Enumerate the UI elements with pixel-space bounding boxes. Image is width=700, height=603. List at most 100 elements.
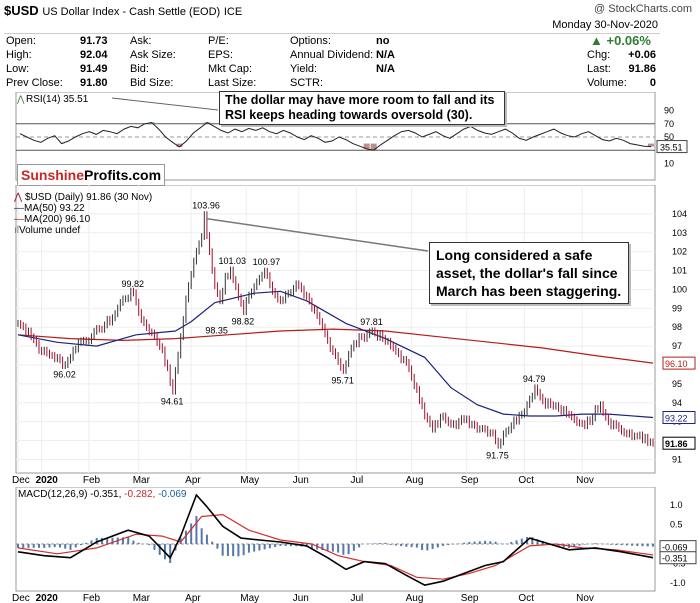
price-peak-label: 98.82: [232, 317, 255, 327]
macd-tag: [659, 551, 697, 565]
rsi-legend-icon: ⋀: [16, 94, 25, 104]
macd-histogram-bar: [531, 537, 534, 544]
macd-histogram-bar: [253, 543, 256, 552]
rsi-value-tag: [656, 140, 688, 154]
legend-ma200: —MA(200) 96.10: [14, 214, 91, 225]
price-peak-label: 101.03: [219, 256, 247, 266]
sunshine-profits-logo: SunshineProfits.com: [17, 164, 166, 186]
macd-histogram-bar: [216, 543, 219, 549]
macd-histogram-bar: [536, 539, 539, 544]
macd-histogram-bar: [158, 543, 161, 555]
quote-label: Mkt Cap:: [208, 63, 253, 75]
macd-axis-label: 1.0: [670, 500, 683, 510]
quote-label: Yield:: [290, 63, 318, 75]
price-peak-label: 94.61: [161, 396, 184, 406]
macd-histogram-bar: [578, 543, 581, 546]
macd-histogram-bar: [431, 543, 434, 549]
price-tag-text: 93.22: [665, 414, 688, 424]
macd-axis-label: -1.0: [670, 578, 686, 588]
price-line-icon: ⋀: [14, 192, 23, 203]
macd-x-axis-label: 2020: [36, 593, 59, 603]
macd-histogram-bar: [148, 543, 151, 545]
macd-x-axis-label: Mar: [133, 593, 151, 603]
macd-histogram-bar: [646, 543, 649, 547]
macd-histogram-bar: [22, 543, 25, 548]
macd-histogram-bar: [631, 543, 634, 546]
rsi-note: The dollar may have more room to fall an…: [219, 91, 505, 125]
quote-label: SCTR:: [290, 77, 323, 89]
macd-histogram-bar: [226, 543, 229, 556]
rsi-note-pointer: [111, 97, 219, 111]
macd-histogram-bar: [274, 543, 277, 548]
quote-value: 91.86: [628, 63, 656, 75]
macd-histogram-bar: [232, 543, 235, 557]
quote-label: Last Size:: [208, 77, 257, 89]
macd-axis-label: 0.5: [670, 519, 683, 529]
price-tag-text: 91.86: [665, 439, 688, 449]
macd-x-axis-label: Apr: [185, 593, 201, 603]
price-axis-label: 98: [672, 322, 682, 332]
symbol-title: $USD US Dollar Index - Cash Settle (EOD)…: [4, 3, 243, 18]
macd-panel: 1.00.5-0.5-1.0-0.069-0.351Dec2020FebMarA…: [12, 487, 697, 603]
macd-histogram-bar: [258, 543, 261, 551]
price-axis-label: 97: [672, 341, 682, 351]
macd-histogram-bar: [79, 543, 82, 546]
macd-histogram-bar: [289, 543, 292, 547]
quote-label: Ask Size:: [130, 49, 176, 61]
macd-histogram-bar: [17, 543, 19, 548]
quote-value: no: [376, 35, 390, 47]
macd-histogram-bar: [90, 540, 93, 544]
macd-x-axis-label: Nov: [576, 593, 594, 603]
quote-value: N/A: [376, 63, 395, 75]
macd-histogram-bar: [153, 543, 156, 550]
macd-histogram-bar: [515, 540, 518, 544]
x-axis-label: Oct: [518, 475, 534, 486]
macd-histogram-bar: [489, 541, 492, 544]
macd-histogram-bar: [132, 540, 135, 544]
macd-histogram-bar: [27, 543, 30, 548]
macd-histogram-bar: [641, 543, 644, 547]
rsi-axis-label: 70: [664, 119, 674, 129]
legend-ma50: —MA(50) 93.22: [14, 203, 85, 214]
macd-histogram-bar: [268, 543, 271, 549]
macd-histogram-bar: [478, 541, 481, 544]
macd-histogram-bar: [337, 543, 340, 553]
x-axis-label: Jul: [350, 475, 363, 486]
rsi-line: [19, 121, 652, 151]
macd-histogram-bar: [389, 543, 392, 545]
macd-histogram-bar: [557, 543, 560, 547]
x-axis-label: Mar: [133, 475, 151, 486]
x-axis-label: Aug: [406, 475, 424, 486]
macd-histogram-bar: [69, 543, 72, 550]
macd-histogram-bar: [384, 542, 387, 544]
quote-label: Last:: [587, 63, 611, 75]
macd-histogram-bar: [510, 542, 513, 544]
macd-x-axis-label: Aug: [406, 593, 424, 603]
price-axis-label: 91: [672, 454, 682, 464]
legend-volume: ılVolume undef: [14, 225, 81, 236]
macd-histogram-bar: [200, 528, 203, 544]
price-peak-label: 99.82: [121, 279, 144, 289]
quote-value: 91.73: [80, 35, 108, 47]
price-peak-label: 103.96: [192, 201, 220, 211]
x-axis-label: Sep: [461, 475, 479, 486]
macd-x-axis-label: Feb: [83, 593, 101, 603]
macd-histogram-bar: [37, 543, 40, 548]
macd-histogram-bar: [347, 543, 350, 555]
price-peak-label: 97.81: [360, 317, 383, 327]
quote-label: Annual Dividend:: [290, 49, 374, 61]
price-peak-label: 91.75: [486, 450, 509, 460]
macd-frame: [15, 487, 656, 592]
x-axis-label: Nov: [576, 475, 594, 486]
up-arrow-icon: ▲: [590, 33, 603, 48]
macd-histogram-bar: [127, 537, 130, 544]
macd-histogram-bar: [426, 543, 429, 551]
macd-legend: MACD(12,26,9) -0.351, -0.282, -0.069: [18, 489, 187, 500]
macd-histogram-bar: [421, 543, 424, 551]
macd-histogram-bar: [179, 538, 182, 544]
price-tag: [662, 436, 696, 450]
quote-label: Prev Close:: [6, 77, 63, 89]
macd-histogram-bar: [247, 543, 250, 553]
rsi-overbought-fill: [204, 122, 211, 124]
macd-histogram-bar: [137, 542, 140, 544]
